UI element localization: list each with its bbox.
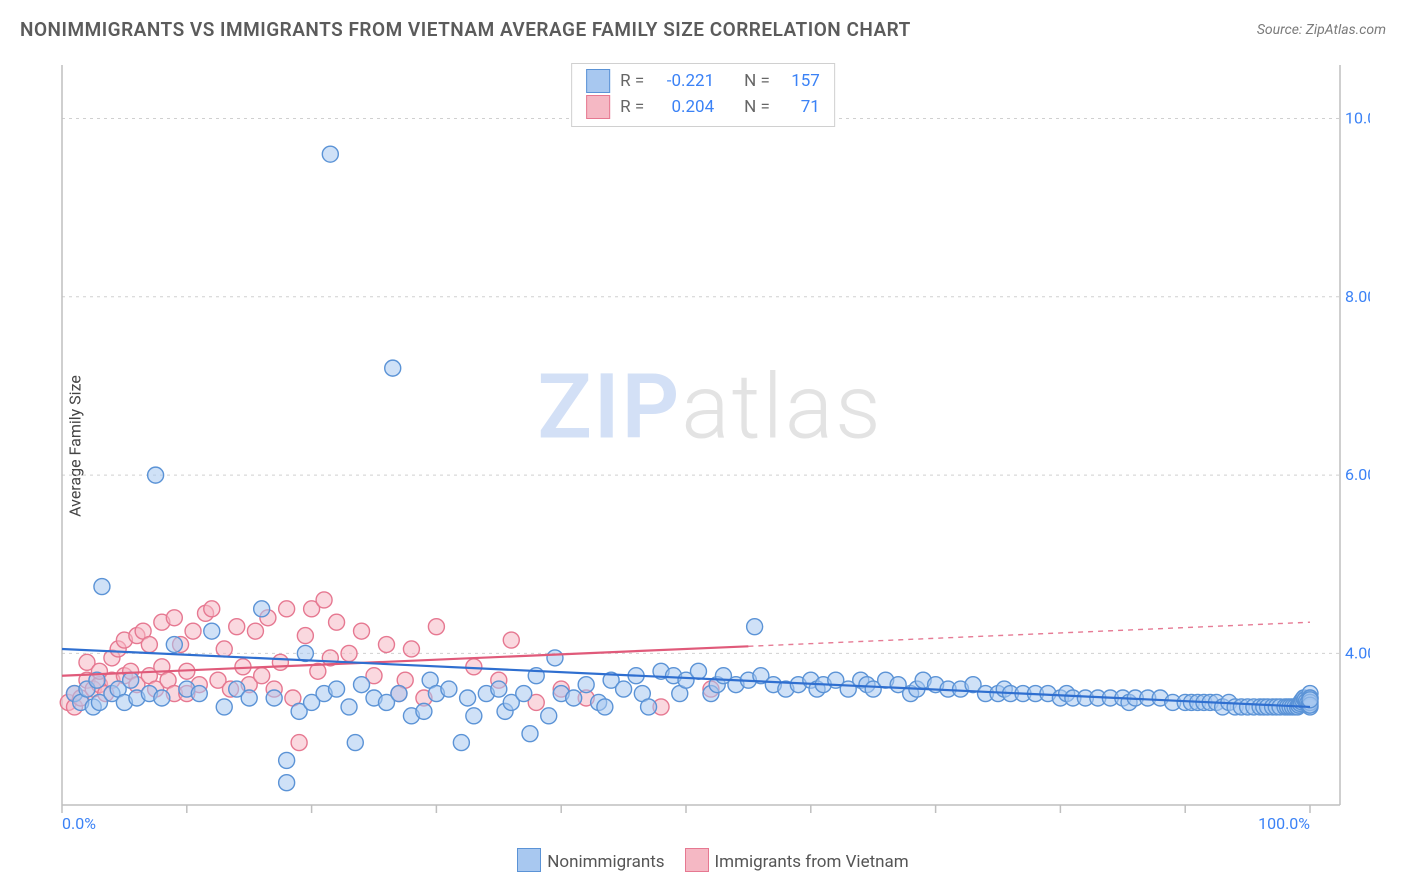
source-attribution: Source: ZipAtlas.com [1257, 22, 1386, 38]
stats-row: R = -0.221 N = 157 [586, 68, 820, 94]
r-label: R = [620, 71, 644, 91]
svg-text:10.00: 10.00 [1345, 108, 1370, 127]
chart-title: NONIMMIGRANTS VS IMMIGRANTS FROM VIETNAM… [20, 18, 911, 41]
series-swatch [586, 69, 610, 93]
legend-swatch [517, 848, 541, 872]
n-value: 157 [780, 71, 820, 91]
r-label: R = [620, 97, 644, 117]
n-value: 71 [780, 97, 820, 117]
series-swatch [586, 95, 610, 119]
correlation-stats-box: R = -0.221 N = 157 R = 0.204 N = 71 [571, 63, 835, 127]
svg-text:6.00: 6.00 [1345, 465, 1370, 484]
legend-label: Nonimmigrants [547, 852, 664, 872]
legend-swatch [685, 848, 709, 872]
stats-row: R = 0.204 N = 71 [586, 94, 820, 120]
legend-label: Immigrants from Vietnam [715, 852, 909, 872]
svg-text:0.0%: 0.0% [62, 814, 96, 830]
r-value: -0.221 [654, 71, 714, 91]
n-label: N = [744, 71, 770, 91]
n-label: N = [744, 97, 770, 117]
svg-text:100.0%: 100.0% [1258, 814, 1310, 830]
r-value: 0.204 [654, 97, 714, 117]
svg-text:4.00: 4.00 [1345, 643, 1370, 662]
scatter-plot: 4.00 6.00 8.00 10.00 0.0% 100.0% [50, 60, 1370, 830]
legend: Nonimmigrants Immigrants from Vietnam [0, 848, 1406, 872]
svg-text:8.00: 8.00 [1345, 287, 1370, 306]
chart-area: ZIPatlas 4.006.008.0010.000.0%100.0% [50, 60, 1370, 830]
